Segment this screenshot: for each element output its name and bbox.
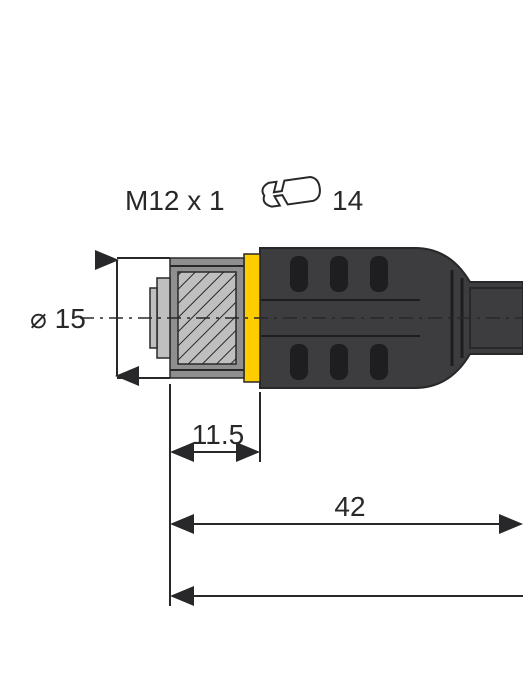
dim-length-a-label: 11.5 (192, 419, 244, 450)
dim-length-b: 42 (170, 462, 521, 534)
connector-drawing: ⌀ 15 M12 x 1 14 11.5 42 (0, 0, 523, 700)
dim-length-a: 11.5 (170, 384, 260, 462)
wrench-label: 14 (332, 185, 363, 216)
dim-length-b-label: 42 (334, 491, 365, 522)
wrench-icon (261, 176, 321, 208)
dim-overall (170, 534, 523, 606)
dim-diameter-label: ⌀ 15 (30, 303, 86, 334)
thread-label: M12 x 1 (125, 185, 225, 216)
